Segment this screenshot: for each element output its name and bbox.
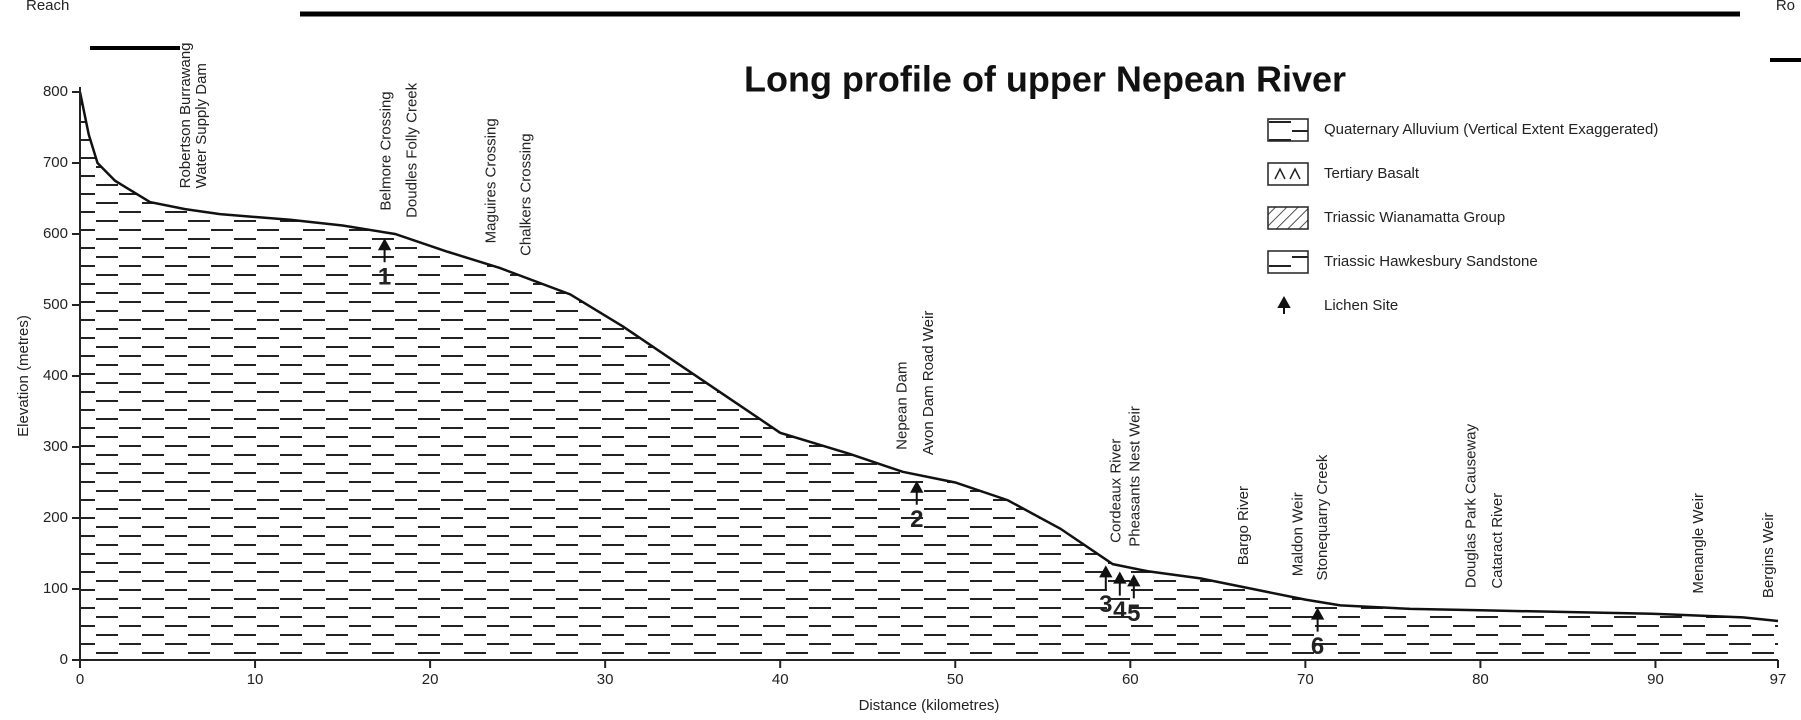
lichen-arrow — [1310, 607, 1325, 632]
river-profile — [78, 91, 1779, 623]
lichen-label: 5 — [1127, 600, 1140, 627]
header-fragment: Reach — [26, 0, 69, 14]
site-label: Cordeaux River — [1107, 439, 1124, 543]
lichen-arrow — [910, 480, 924, 505]
header-fragment: Ro — [1776, 0, 1795, 14]
site-label: Robertson Burrawang — [177, 42, 194, 188]
site-label: Pheasants Nest Weir — [1127, 406, 1144, 547]
legend-swatch — [1267, 206, 1309, 230]
legend-label: Lichen Site — [1324, 297, 1398, 314]
y-tick-label: 100 — [43, 580, 68, 597]
legend-label: Triassic Hawkesbury Sandstone — [1324, 253, 1538, 270]
site-label: Maguires Crossing — [482, 118, 499, 243]
x-tick-label: 80 — [1472, 671, 1489, 688]
y-tick-label: 500 — [43, 296, 68, 313]
site-label: Maldon Weir — [1289, 492, 1306, 576]
legend-swatch — [1267, 250, 1309, 274]
lichen-label: 4 — [1113, 597, 1127, 624]
lichen-arrow — [1113, 571, 1127, 596]
site-label: Nepean Dam — [894, 361, 911, 449]
x-tick-label: 60 — [1122, 671, 1139, 688]
legend-swatch — [1277, 295, 1291, 314]
x-tick-label: 90 — [1647, 671, 1664, 688]
lichen-label: 3 — [1099, 591, 1112, 618]
x-tick-label: 30 — [597, 671, 614, 688]
chart-title: Long profile of upper Nepean River — [744, 59, 1346, 100]
site-label: Bargo River — [1235, 486, 1252, 565]
site-label: Stonequarry Creek — [1314, 454, 1331, 580]
y-tick-label: 600 — [43, 225, 68, 242]
lichen-label: 2 — [910, 506, 923, 533]
y-tick-label: 800 — [43, 83, 68, 100]
y-axis-title: Elevation (metres) — [15, 315, 32, 437]
legend-swatch — [1267, 162, 1309, 186]
x-tick-label: 0 — [76, 671, 84, 688]
legend-swatch — [1274, 167, 1301, 180]
site-label: Bergins Weir — [1760, 512, 1777, 598]
legend-label: Quaternary Alluvium (Vertical Extent Exa… — [1324, 121, 1658, 138]
y-tick-label: 200 — [43, 509, 68, 526]
site-label: Douglas Park Causeway — [1463, 423, 1480, 588]
site-label: Cataract River — [1489, 493, 1506, 589]
site-label: Doudles Folly Creek — [404, 82, 421, 218]
x-axis-title: Distance (kilometres) — [859, 697, 1000, 714]
lichen-arrow — [1127, 574, 1141, 599]
x-tick-label: 10 — [247, 671, 264, 688]
lichen-label: 1 — [378, 264, 391, 291]
x-tick-label: 70 — [1297, 671, 1314, 688]
site-label: Chalkers Crossing — [517, 133, 534, 256]
x-tick-label: 97 — [1770, 671, 1787, 688]
site-label: Belmore Crossing — [377, 91, 394, 210]
y-tick-label: 700 — [43, 154, 68, 171]
x-tick-label: 40 — [772, 671, 789, 688]
legend-label: Tertiary Basalt — [1324, 165, 1420, 182]
x-tick-label: 50 — [947, 671, 964, 688]
lichen-arrow — [377, 238, 392, 263]
y-tick-label: 400 — [43, 367, 68, 384]
legend-label: Triassic Wianamatta Group — [1324, 209, 1505, 226]
site-label: Avon Dam Road Weir — [920, 311, 937, 456]
lichen-arrow — [1099, 565, 1113, 590]
x-tick-label: 20 — [422, 671, 439, 688]
legend-swatch — [1267, 118, 1309, 142]
site-label: Water Supply Dam — [193, 63, 210, 188]
lichen-label: 6 — [1311, 633, 1324, 660]
y-tick-label: 0 — [60, 651, 68, 668]
rock-fill — [80, 92, 1778, 660]
y-tick-label: 300 — [43, 438, 68, 455]
site-label: Menangle Weir — [1690, 493, 1707, 594]
